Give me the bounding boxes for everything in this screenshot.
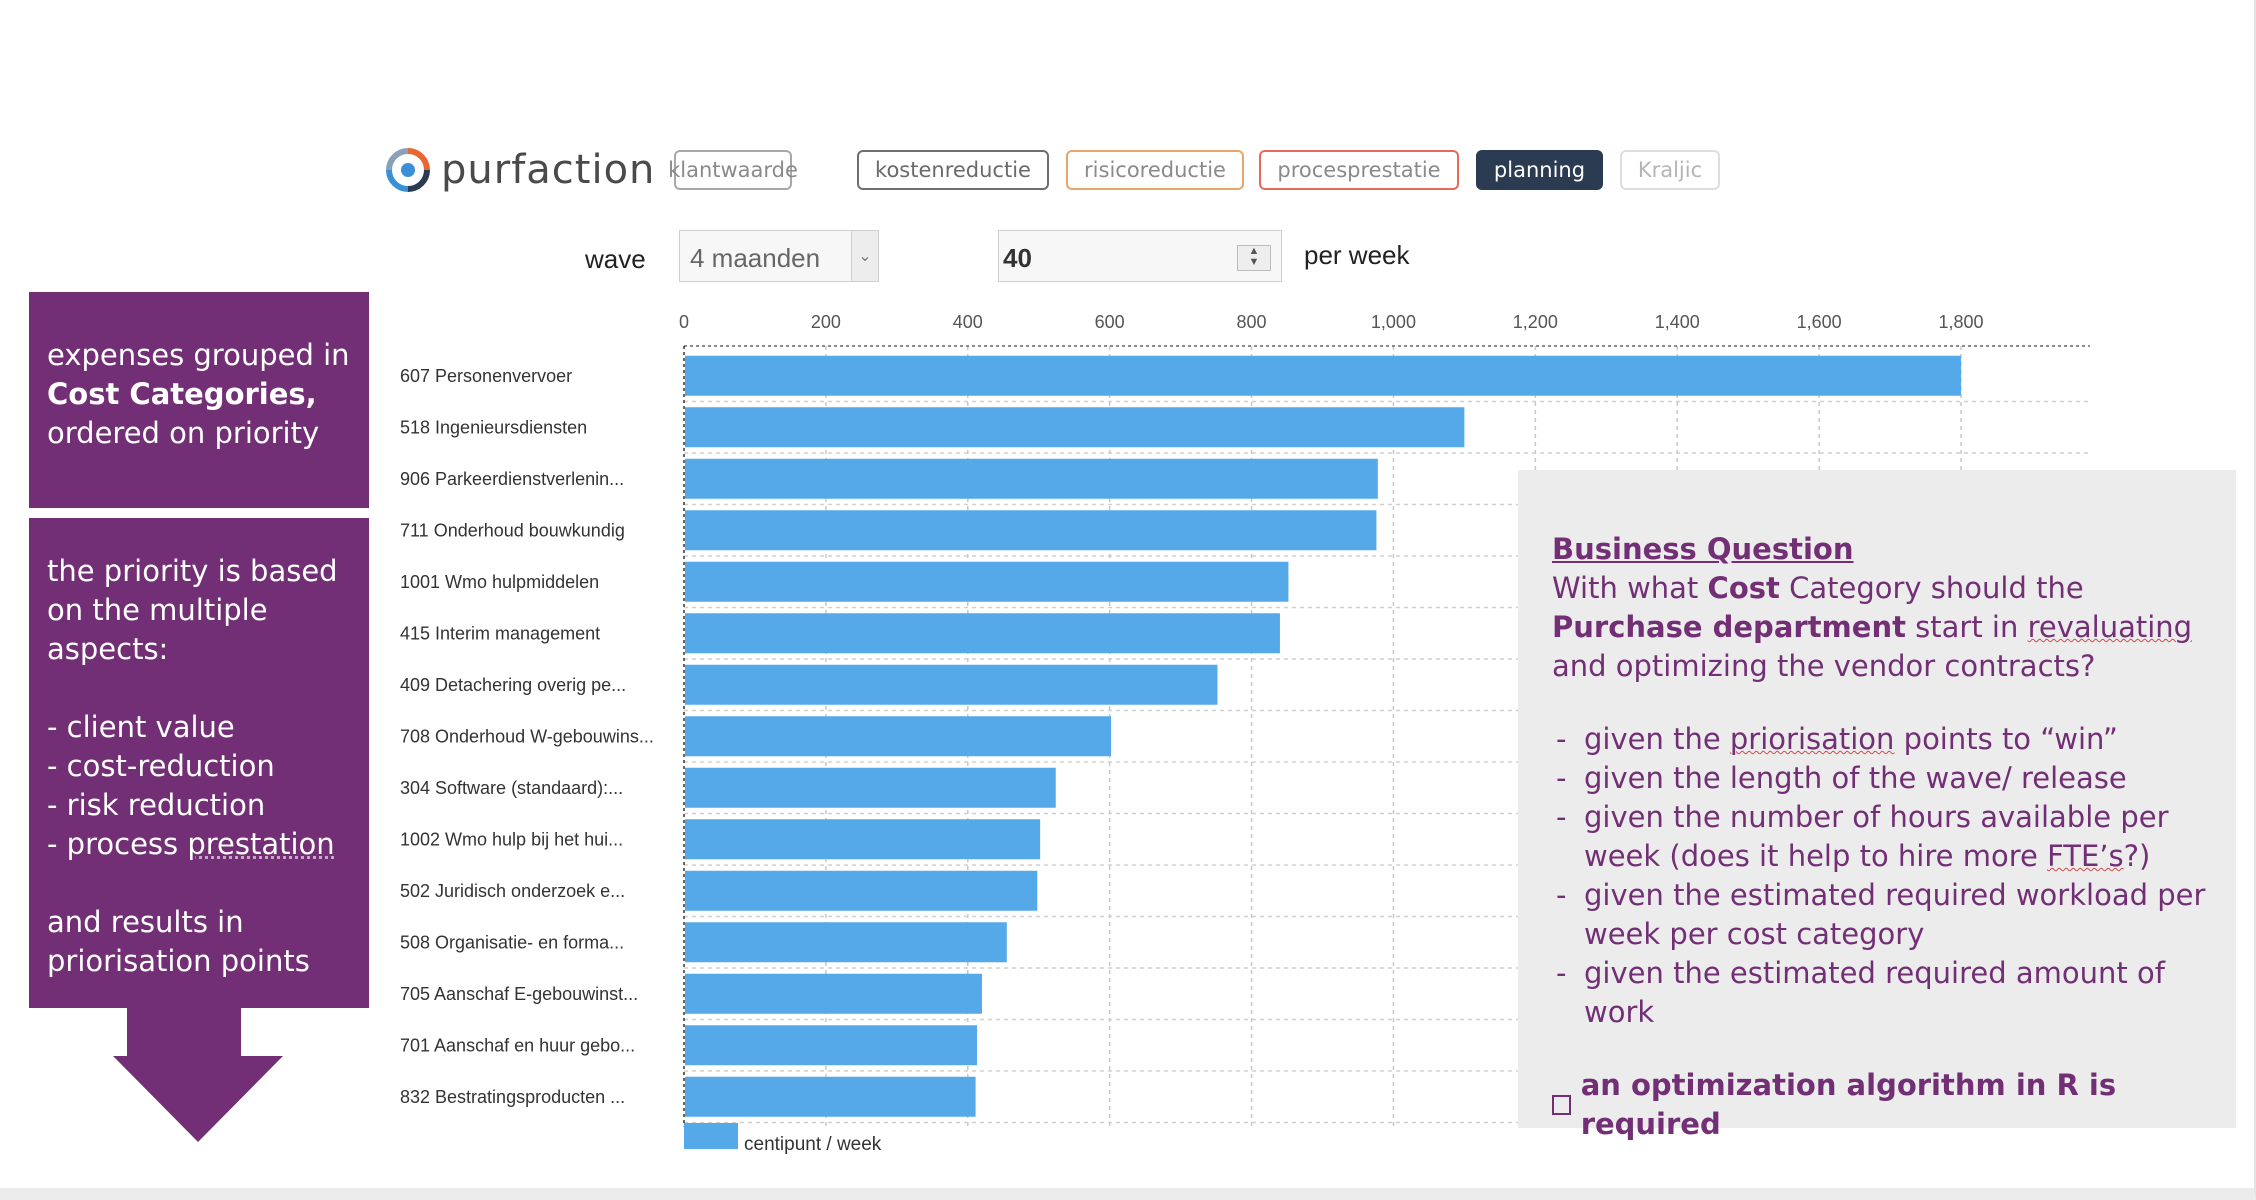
tab-kraljic[interactable]: Kraljic — [1620, 150, 1720, 190]
note-line: on the multiple — [47, 593, 268, 627]
legend-label: centipunt / week — [744, 1134, 882, 1155]
x-tick-label: 200 — [811, 312, 841, 332]
category-label: 1002 Wmo hulp bij het hui... — [400, 829, 623, 849]
list-item: given the length of the wave/ release — [1552, 759, 2210, 798]
x-tick-label: 600 — [1095, 312, 1125, 332]
list-item: given the estimated required workload pe… — [1552, 876, 2210, 954]
bar — [685, 458, 1378, 499]
business-question-title: Business Question — [1552, 532, 1854, 566]
category-label: 701 Aanschaf en huur gebo... — [400, 1035, 635, 1055]
legend-swatch — [684, 1123, 738, 1149]
down-arrow-head — [113, 1056, 283, 1142]
category-label: 832 Bestratingsproducten ... — [400, 1087, 625, 1107]
list-item: given the number of hours available per … — [1552, 798, 2210, 876]
tab-risicoreductie[interactable]: risicoreductie — [1066, 150, 1244, 190]
aspect-item: - process prestation — [47, 827, 335, 861]
tab-procesprestatie[interactable]: procesprestatie — [1259, 150, 1459, 190]
list-item: given the estimated required amount of w… — [1552, 954, 2210, 1032]
list-item: given the priorisation points to “win” — [1552, 720, 2210, 759]
bar — [685, 767, 1056, 808]
category-label: 518 Ingenieursdiensten — [400, 417, 587, 437]
priority-note: the priority is based on the multiple as… — [29, 518, 369, 1008]
category-label: 906 Parkeerdienstverlenin... — [400, 469, 624, 489]
bar — [685, 664, 1218, 705]
checkbox-icon — [1552, 1095, 1571, 1115]
bar — [685, 922, 1007, 963]
x-tick-label: 1,600 — [1797, 312, 1842, 332]
hours-input-value: 40 — [1003, 243, 1032, 273]
bar — [685, 973, 982, 1014]
purfaction-logo: purfaction — [383, 140, 655, 200]
note-line-bold: Cost Categories, — [47, 377, 317, 411]
x-tick-label: 1,400 — [1655, 312, 1700, 332]
tab-kostenreductie[interactable]: kostenreductie — [857, 150, 1049, 190]
tab-planning[interactable]: planning — [1476, 150, 1603, 190]
bar — [685, 1076, 976, 1117]
spinner-icon[interactable]: ▲ ▼ — [1237, 245, 1271, 271]
wave-label: wave — [585, 244, 646, 274]
category-label: 1001 Wmo hulpmiddelen — [400, 572, 599, 592]
x-tick-label: 1,800 — [1938, 312, 1983, 332]
down-arrow-icon — [127, 1008, 241, 1058]
x-tick-label: 1,000 — [1371, 312, 1416, 332]
note-line: priorisation points — [47, 944, 310, 978]
category-label: 705 Aanschaf E-gebouwinst... — [400, 984, 638, 1004]
category-label: 502 Juridisch onderzoek e... — [400, 881, 625, 901]
aspect-item: - client value — [47, 710, 235, 744]
x-tick-label: 1,200 — [1513, 312, 1558, 332]
chevron-down-icon[interactable]: ⌄ — [851, 231, 878, 281]
bar — [685, 561, 1289, 602]
hours-input[interactable]: 40 ▲ ▼ — [998, 230, 1282, 282]
note-line: and results in — [47, 905, 244, 939]
category-label: 708 Onderhoud W-gebouwins... — [400, 726, 654, 746]
bar — [685, 1025, 978, 1066]
note-line: the priority is based — [47, 554, 338, 588]
business-question-panel: Business Question With what Cost Categor… — [1518, 470, 2236, 1141]
x-tick-label: 400 — [953, 312, 983, 332]
business-question-text: With what Cost Category should the Purch… — [1552, 571, 2193, 683]
cost-categories-note: expenses grouped in Cost Categories, ord… — [29, 292, 369, 508]
note-line: ordered on priority — [47, 416, 320, 450]
bar — [685, 819, 1041, 860]
aspect-item: - risk reduction — [47, 788, 266, 822]
bar — [685, 355, 1961, 396]
wave-select[interactable]: 4 maanden ⌄ — [679, 230, 879, 282]
per-week-label: per week — [1304, 240, 1410, 270]
bar — [685, 510, 1377, 551]
note-line: expenses grouped in — [47, 338, 350, 372]
x-tick-label: 0 — [679, 312, 689, 332]
note-line: aspects: — [47, 632, 169, 666]
x-tick-label: 800 — [1237, 312, 1267, 332]
bar — [685, 716, 1112, 757]
purfaction-logo-icon — [386, 148, 430, 192]
logo-text: purfaction — [441, 147, 656, 193]
category-label: 508 Organisatie- en forma... — [400, 932, 624, 952]
considerations-list: given the priorisation points to “win” g… — [1552, 720, 2210, 1032]
category-label: 711 Onderhoud bouwkundig — [400, 520, 625, 540]
aspect-item: - cost-reduction — [47, 749, 275, 783]
category-label: 409 Detachering overig pe... — [400, 675, 626, 695]
category-label: 415 Interim management — [400, 623, 600, 643]
bar — [685, 870, 1038, 911]
wave-select-value: 4 maanden — [690, 243, 821, 273]
bar — [685, 407, 1465, 448]
tab-klantwaarde[interactable]: klantwaarde — [668, 150, 798, 190]
bar — [685, 613, 1280, 654]
category-label: 304 Software (standaard):... — [400, 778, 623, 798]
requirement-line: an optimization algorithm in R is requir… — [1552, 1066, 2210, 1144]
category-label: 607 Personenvervoer — [400, 366, 572, 386]
